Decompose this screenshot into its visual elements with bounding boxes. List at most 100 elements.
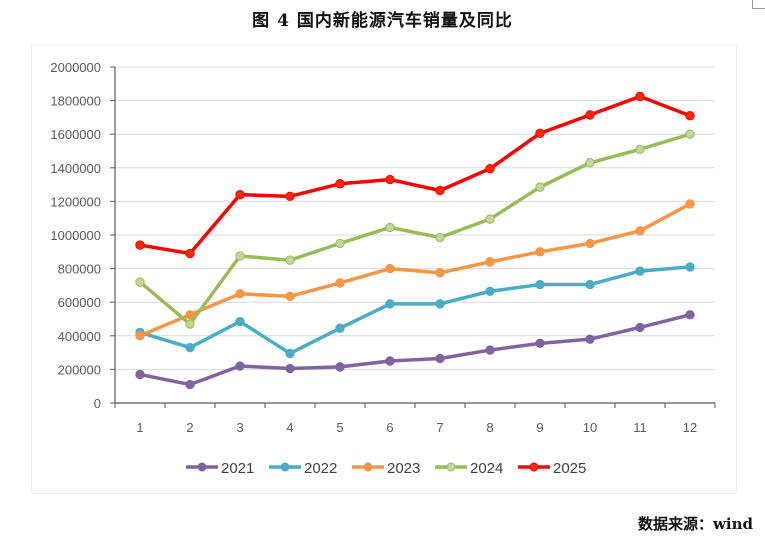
- y-tick-label: 800000: [58, 262, 101, 277]
- legend-marker: [446, 462, 456, 472]
- data-point: [235, 251, 245, 261]
- data-point: [335, 362, 345, 372]
- series-2024: [135, 129, 695, 329]
- series-2025: [135, 91, 695, 259]
- data-point: [185, 248, 195, 259]
- data-point: [285, 255, 295, 265]
- data-point: [485, 286, 495, 296]
- legend-item-2022: 2022: [269, 460, 337, 477]
- data-point: [535, 128, 545, 139]
- y-tick-label: 0: [94, 396, 101, 411]
- data-point: [535, 338, 545, 349]
- y-tick-label: 1400000: [50, 161, 101, 176]
- data-point: [535, 247, 545, 257]
- y-tick-label: 200000: [58, 362, 101, 377]
- y-tick-label: 400000: [58, 329, 101, 344]
- y-tick-label: 1000000: [50, 228, 101, 243]
- x-tick-label: 6: [386, 420, 393, 435]
- y-tick-label: 2000000: [50, 60, 101, 75]
- data-point: [385, 222, 395, 233]
- data-point: [385, 263, 395, 274]
- legend: 2021 2022 2023 2024 2025: [186, 460, 586, 477]
- data-point: [585, 238, 595, 249]
- data-point: [685, 262, 695, 272]
- data-point: [385, 299, 395, 309]
- data-point: [385, 356, 395, 366]
- data-point: [585, 334, 595, 344]
- data-point: [435, 353, 445, 364]
- data-point: [635, 144, 645, 155]
- legend-item-2024: 2024: [435, 460, 503, 477]
- legend-item-2021: 2021: [186, 460, 254, 477]
- data-point: [235, 361, 245, 371]
- x-tick-label: 10: [583, 420, 597, 435]
- data-point: [585, 158, 595, 168]
- data-point: [285, 363, 295, 374]
- data-point: [335, 238, 345, 249]
- data-point: [135, 277, 145, 287]
- data-point: [335, 323, 345, 333]
- data-point: [485, 163, 495, 174]
- data-point: [635, 91, 645, 102]
- data-point: [185, 310, 195, 320]
- data-point: [635, 266, 645, 276]
- x-tick-label: 3: [236, 420, 243, 435]
- y-tick-label: 600000: [58, 295, 101, 310]
- data-point: [135, 331, 145, 341]
- data-point: [685, 129, 695, 139]
- chart-area: [31, 44, 737, 494]
- x-tick-label: 11: [633, 420, 647, 435]
- legend-marker: [529, 462, 539, 472]
- data-point: [285, 291, 295, 302]
- series-line-2025: [138, 94, 692, 256]
- series-2022: [135, 262, 695, 359]
- legend-marker: [197, 462, 207, 472]
- legend-item-2023: 2023: [352, 460, 420, 477]
- x-tick-label: 4: [286, 420, 293, 435]
- data-point: [635, 322, 645, 333]
- legend-marker: [280, 462, 290, 472]
- data-point: [585, 110, 595, 120]
- data-point: [385, 174, 395, 185]
- data-point: [685, 111, 695, 121]
- series-line-2023: [138, 202, 692, 338]
- legend-label: 2024: [470, 460, 503, 477]
- series-line-2021: [138, 313, 692, 387]
- chart-title: 图 4 国内新能源汽车销量及同比: [252, 11, 513, 31]
- data-point: [535, 182, 545, 192]
- x-tick-label: 9: [536, 420, 543, 435]
- legend-label: 2021: [221, 460, 254, 477]
- data-point: [485, 257, 495, 267]
- x-tick-label: 2: [186, 420, 193, 435]
- y-tick-label: 1800000: [50, 94, 101, 109]
- data-point: [435, 185, 445, 196]
- series-2023: [135, 199, 695, 341]
- data-point: [435, 268, 445, 278]
- data-point: [135, 369, 145, 380]
- data-point: [635, 226, 645, 236]
- data-point: [335, 278, 345, 288]
- x-axis-ticks: 1 2 3 4 5 6 7 8 9 10 11 12: [114, 403, 716, 435]
- x-tick-label: 12: [683, 420, 697, 435]
- data-point: [185, 379, 195, 390]
- data-point: [285, 191, 295, 202]
- x-tick-label: 7: [436, 420, 443, 435]
- data-point: [435, 232, 445, 243]
- data-point: [235, 316, 245, 327]
- x-tick-label: 5: [336, 420, 343, 435]
- data-point: [335, 179, 345, 189]
- data-point: [185, 342, 195, 353]
- series-group: [135, 91, 695, 390]
- x-tick-label: 8: [486, 420, 493, 435]
- y-tick-label: 1600000: [50, 127, 101, 142]
- data-point: [235, 189, 245, 200]
- data-source-note: 数据来源：wind: [637, 515, 753, 533]
- series-2021: [135, 310, 695, 390]
- data-point: [685, 310, 695, 320]
- legend-marker: [363, 462, 373, 472]
- series-line-2024: [138, 132, 692, 326]
- data-point: [435, 299, 445, 309]
- data-point: [235, 289, 245, 299]
- corner-mark: [752, 0, 765, 9]
